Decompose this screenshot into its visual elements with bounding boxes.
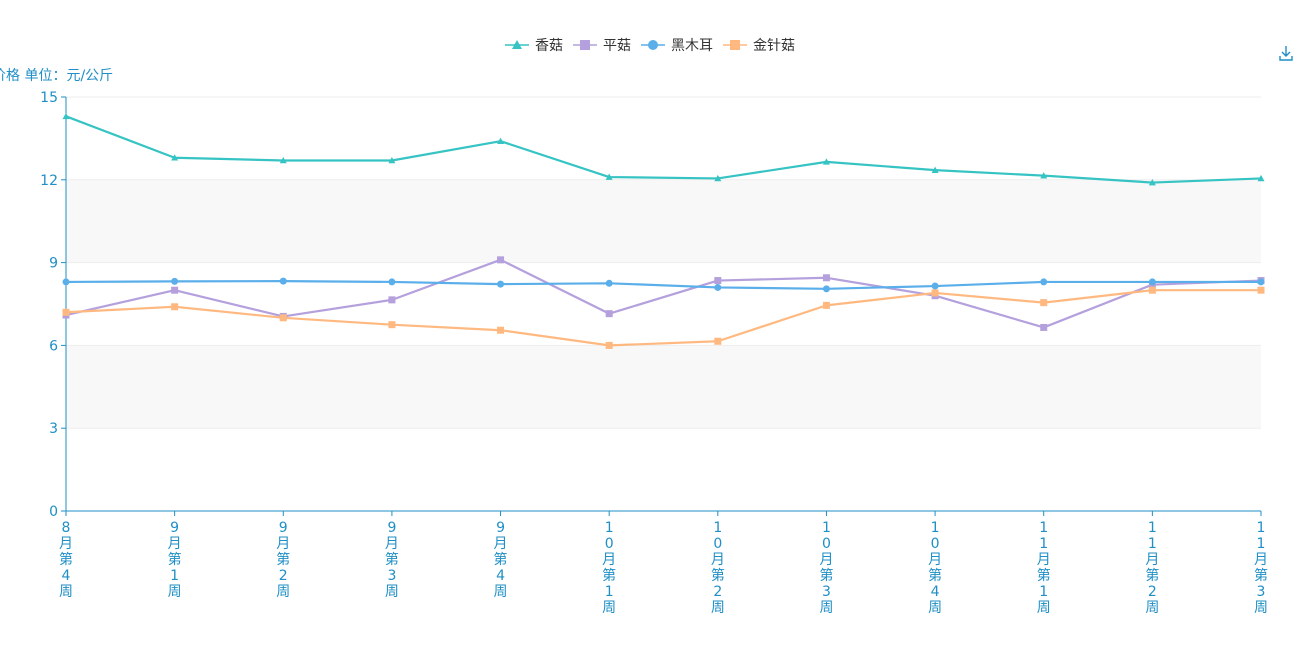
data-point (931, 282, 939, 290)
x-tick-label: 8 月第 4 周 (59, 520, 73, 600)
data-point (171, 277, 179, 285)
data-point (171, 154, 179, 161)
data-point (279, 277, 287, 285)
legend-item[interactable]: 金针菇 (723, 38, 795, 54)
x-tick-label: 1 0 月第 1 周 (602, 520, 616, 616)
data-point (605, 310, 613, 318)
data-point (822, 285, 830, 293)
legend-item[interactable]: 香菇 (505, 38, 563, 54)
y-tick-label: 15 (40, 90, 58, 106)
data-point (62, 112, 70, 120)
data-point (1040, 278, 1048, 286)
y-tick-label: 9 (49, 256, 58, 272)
x-axis-ticks: 8 月第 4 周 9 月第 1 周 9 月第 2 周 9 月第 3 周 9 月第 4 周 1 0 月第 1 周 1 0 月第 2 周 1 0 月… (59, 511, 1268, 616)
grid-lines (66, 96, 1261, 429)
y-tick-label: 3 (49, 421, 58, 437)
x-tick-label: 9 月第 4 周 (494, 520, 508, 600)
data-point (822, 158, 830, 165)
x-tick-label: 1 1 月第 3 周 (1254, 520, 1268, 616)
data-point (605, 279, 613, 287)
data-point (388, 278, 396, 286)
legend-item[interactable]: 黑木耳 (641, 38, 713, 54)
data-point (1257, 174, 1265, 182)
data-point (279, 314, 287, 322)
x-tick-label: 1 0 月第 3 周 (819, 520, 833, 616)
series-金针菇 (62, 286, 1265, 349)
data-point (497, 137, 505, 144)
data-point (497, 256, 505, 264)
y-axis-ticks: 0 3 6 9 12 15 (40, 90, 66, 520)
data-point (1148, 179, 1156, 186)
legend-marker (512, 40, 522, 49)
y-tick-label: 6 (49, 338, 58, 354)
series-平菇 (62, 256, 1265, 331)
data-point (171, 303, 179, 311)
data-point (1148, 278, 1156, 286)
y-axis-label: 价格 单位：元/公斤 (0, 68, 113, 84)
x-tick-label: 1 0 月第 2 周 (711, 520, 725, 616)
data-point (822, 274, 830, 282)
x-tick-label: 1 0 月第 4 周 (928, 520, 942, 616)
x-tick-label: 1 1 月第 2 周 (1145, 520, 1159, 616)
legend-label: 香菇 (535, 38, 563, 54)
x-tick-label: 9 月第 2 周 (276, 520, 290, 600)
series-line (65, 258, 1262, 329)
grid-band (66, 179, 1261, 263)
legend-item[interactable]: 平菇 (573, 38, 631, 54)
legend-label: 金针菇 (753, 38, 795, 54)
series-line (65, 279, 1261, 290)
series-黑木耳 (62, 277, 1265, 293)
legend-label: 黑木耳 (671, 38, 713, 54)
y-tick-label: 0 (49, 504, 58, 520)
x-tick-label: 9 月第 3 周 (385, 520, 399, 600)
data-point (62, 308, 70, 316)
data-point (714, 337, 722, 345)
data-point (1148, 286, 1156, 294)
legend-marker (730, 40, 740, 50)
data-point (931, 166, 939, 173)
data-point (497, 280, 505, 288)
data-point (171, 286, 179, 294)
data-point (388, 156, 396, 164)
data-point (714, 174, 722, 182)
data-point (497, 326, 505, 334)
data-point (605, 173, 613, 180)
series-line (65, 289, 1261, 347)
data-point (279, 156, 287, 164)
x-tick-label: 1 1 月第 1 周 (1037, 520, 1051, 616)
download-icon[interactable] (1277, 44, 1295, 64)
data-point (62, 278, 70, 286)
data-point (714, 277, 722, 285)
data-point (388, 321, 396, 329)
series-line (65, 115, 1262, 184)
data-point (1040, 299, 1048, 307)
data-point (1040, 323, 1048, 331)
data-point (388, 296, 396, 304)
legend-marker (648, 40, 658, 50)
grid-band (66, 345, 1261, 429)
axes (65, 97, 1261, 512)
legend-label: 平菇 (603, 38, 631, 54)
data-point (1040, 172, 1048, 179)
data-point (605, 341, 613, 349)
y-tick-label: 12 (40, 173, 58, 189)
data-point (822, 301, 830, 309)
series-group (62, 112, 1265, 349)
data-point (714, 283, 722, 291)
data-point (1257, 278, 1265, 286)
legend[interactable]: 香菇 平菇 黑木耳 金针菇 (505, 38, 795, 54)
grid-bands (66, 179, 1261, 429)
series-香菇 (62, 112, 1265, 186)
x-tick-label: 9 月第 1 周 (168, 520, 182, 600)
data-point (931, 289, 939, 297)
legend-marker (580, 40, 590, 50)
data-point (1257, 286, 1265, 294)
